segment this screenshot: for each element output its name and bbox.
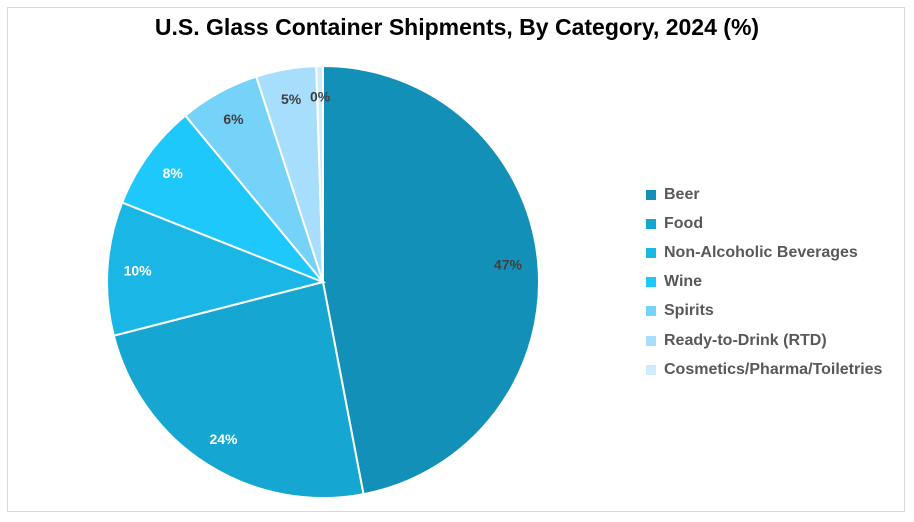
legend-swatch bbox=[646, 277, 656, 288]
pie-slice-wine bbox=[120, 114, 324, 283]
legend-label: Ready-to-Drink (RTD) bbox=[664, 331, 827, 349]
data-label-food: 24% bbox=[209, 431, 238, 447]
legend-label: Non-Alcoholic Beverages bbox=[664, 243, 858, 261]
legend-item-beer: Beer bbox=[646, 180, 908, 209]
data-label-non-alcoholic-beverages: 10% bbox=[124, 262, 153, 278]
legend-item-food: Food bbox=[646, 209, 908, 238]
pie-slice-non-alcoholic-beverages bbox=[106, 201, 327, 337]
data-label-ready-to-drink-rtd: 5% bbox=[281, 91, 302, 107]
pie-slices bbox=[106, 64, 540, 499]
legend-swatch bbox=[646, 306, 656, 317]
legend-item-wine: Wine bbox=[646, 268, 908, 297]
legend-item-cosmetics-pharma-toiletries: Cosmetics/Pharma/Toiletries bbox=[646, 355, 908, 384]
legend-item-non-alcoholic-beverages: Non-Alcoholic Beverages bbox=[646, 238, 908, 267]
data-label-wine: 8% bbox=[163, 165, 184, 181]
chart-title: U.S. Glass Container Shipments, By Categ… bbox=[154, 14, 760, 40]
pie-slice-cosmetics-pharma-toiletries bbox=[315, 64, 324, 283]
legend-label: Cosmetics/Pharma/Toiletries bbox=[664, 360, 883, 378]
legend-swatch bbox=[646, 247, 656, 258]
data-label-cosmetics-pharma-toiletries: 0% bbox=[310, 88, 331, 104]
legend-label: Food bbox=[664, 214, 704, 232]
legend-label: Spirits bbox=[664, 302, 714, 320]
data-label-spirits: 6% bbox=[223, 111, 244, 127]
legend-label: Wine bbox=[664, 273, 703, 291]
pie-slice-beer bbox=[322, 64, 540, 496]
chart-legend: Beer Food Non-Alcoholic Beverages Wine Spiri… bbox=[646, 180, 908, 384]
legend-item-ready-to-drink-rtd: Ready-to-Drink (RTD) bbox=[646, 326, 908, 355]
legend-swatch bbox=[646, 364, 656, 375]
legend-swatch bbox=[646, 218, 656, 229]
pie-slice-food bbox=[112, 280, 365, 499]
legend-item-spirits: Spirits bbox=[646, 297, 908, 326]
pie-data-labels: 47% 24% 10% 8% 6% 5% 0% bbox=[124, 88, 523, 447]
legend-swatch bbox=[646, 335, 656, 346]
data-label-beer: 47% bbox=[494, 257, 523, 273]
legend-label: Beer bbox=[664, 185, 700, 203]
legend-swatch bbox=[646, 189, 656, 200]
